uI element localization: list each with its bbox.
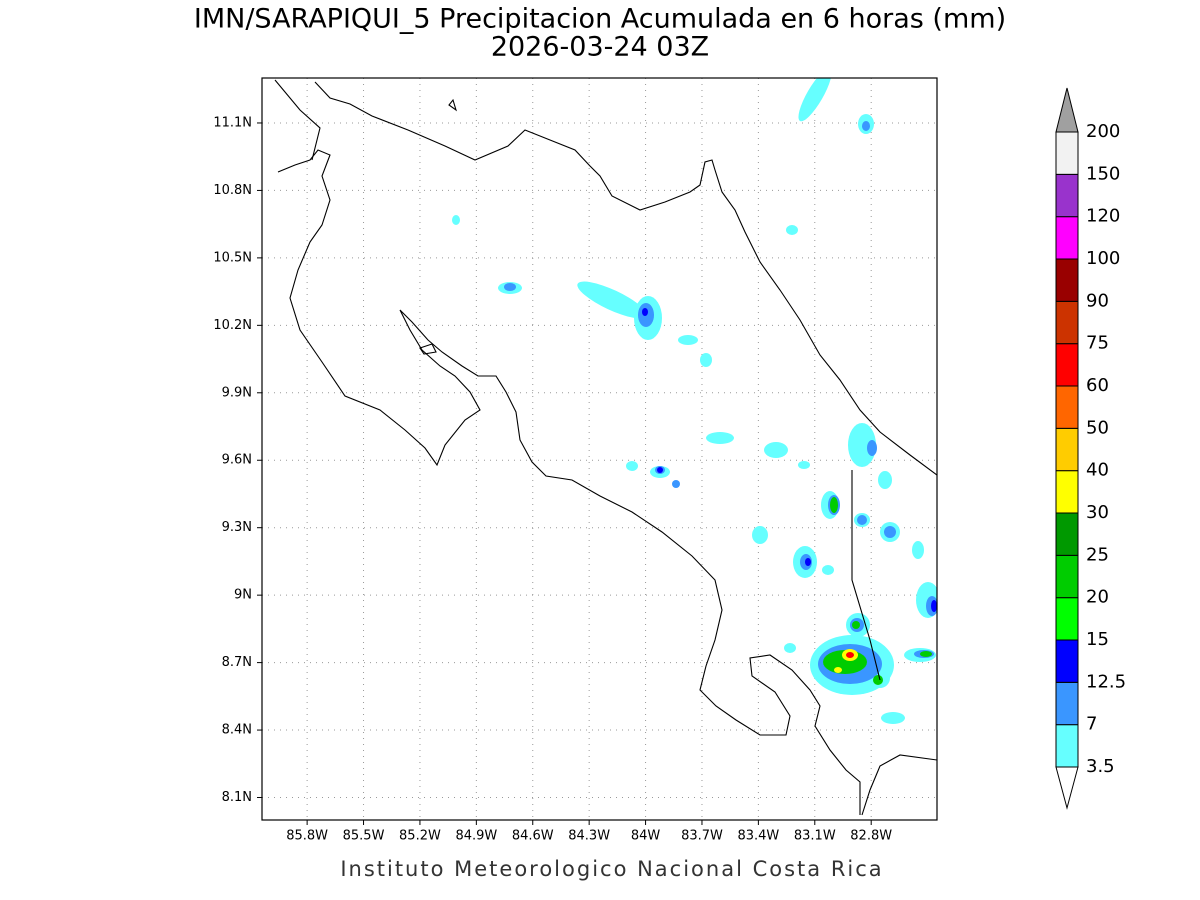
colorbar-label: 25 [1086,544,1109,565]
axis-ticks: 85.8W 85.5W 85.2W 84.9W 84.6W 84.3W 84W 83.7W 83… [213,115,892,843]
colorbar-label: 3.5 [1086,756,1115,777]
colorbar-segment [1055,681,1079,726]
y-tick-label: 9N [234,588,252,603]
colorbar-label: 200 [1086,121,1120,142]
x-tick-label: 82.8W [850,829,892,844]
y-tick-label: 8.7N [222,655,252,670]
colorbar-under [1055,766,1079,810]
x-tick-label: 85.5W [343,829,385,844]
credit: Instituto Meteorologico Nacional Costa R… [340,857,883,881]
colorbar-segment [1055,258,1079,302]
precipitation [452,78,937,724]
x-tick-label: 84W [631,829,661,844]
colorbar-label: 75 [1086,333,1109,354]
subtitle: 2026-03-24 03Z [491,32,709,63]
colorbar-segment [1055,300,1079,345]
colorbar-segment [1055,427,1079,472]
x-tick-label: 83.7W [681,829,723,844]
colorbar-label: 50 [1086,417,1109,438]
colorbar-label: 20 [1086,587,1109,608]
x-tick-label: 84.3W [568,829,610,844]
colorbar-segment [1055,512,1079,556]
colorbar-segment [1055,343,1079,387]
colorbar-segment [1055,597,1079,641]
colorbar-segment [1055,554,1079,599]
coastline [274,79,937,816]
colorbar-segment [1055,724,1079,768]
colorbar-label: 150 [1086,163,1120,184]
y-tick-label: 9.6N [222,453,252,468]
colorbar-label: 15 [1086,629,1109,650]
x-tick-label: 83.4W [737,829,779,844]
x-tick-label: 83.1W [794,829,836,844]
x-tick-label: 85.8W [286,829,328,844]
colorbar-segment [1055,173,1079,218]
colorbar-segment [1055,470,1079,514]
x-tick-label: 85.2W [399,829,441,844]
title: IMN/SARAPIQUI_5 Precipitacion Acumulada … [194,4,1006,35]
colorbar-label: 120 [1086,206,1120,227]
colorbar: 3.5 7 12.5 15 20 25 30 40 50 60 75 90 100 120 150 200 [1055,87,1126,810]
colorbar-over [1055,87,1079,133]
colorbar-segment [1055,385,1079,429]
y-tick-label: 8.1N [222,790,252,805]
map-frame [261,77,938,821]
y-tick-label: 9.3N [222,520,252,535]
colorbar-segment [1055,639,1079,683]
colorbar-label: 30 [1086,502,1109,523]
colorbar-label: 100 [1086,248,1120,269]
x-tick-label: 84.9W [455,829,497,844]
colorbar-label: 7 [1086,714,1097,735]
y-tick-label: 10.8N [213,183,252,198]
colorbar-label: 60 [1086,375,1109,396]
colorbar-label: 90 [1086,290,1109,311]
y-tick-label: 10.2N [213,318,252,333]
y-tick-label: 9.9N [222,385,252,400]
colorbar-segment [1055,216,1079,260]
colorbar-label: 40 [1086,460,1109,481]
colorbar-segment [1055,131,1079,175]
colorbar-label: 12.5 [1086,671,1126,692]
grid [262,78,937,820]
y-tick-label: 8.4N [222,723,252,738]
x-tick-label: 84.6W [512,829,554,844]
y-tick-label: 10.5N [213,250,252,265]
y-tick-label: 11.1N [213,115,252,130]
